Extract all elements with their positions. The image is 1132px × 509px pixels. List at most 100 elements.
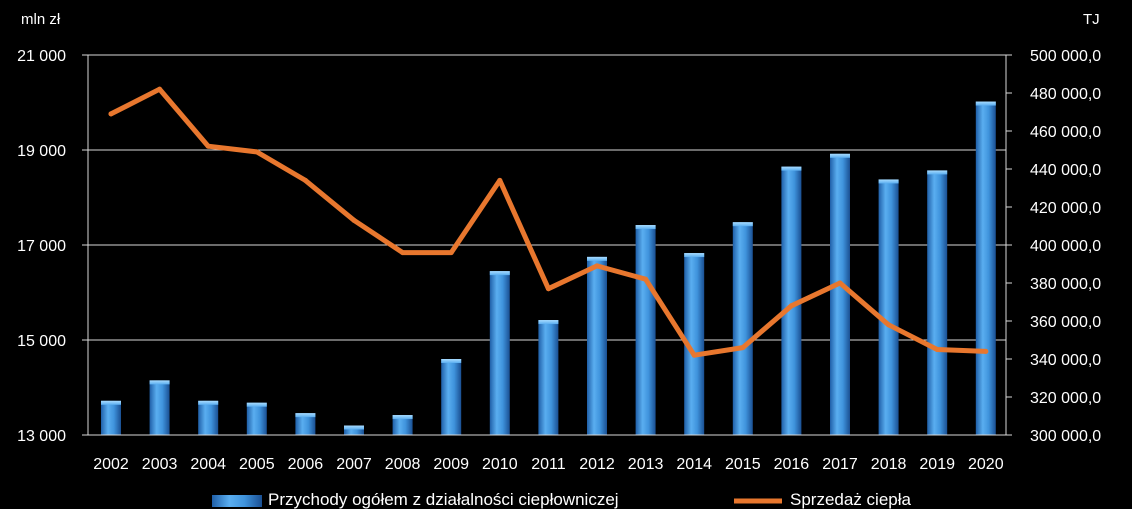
x-axis-tick-label: 2019 xyxy=(919,456,955,473)
bar-top-highlight xyxy=(344,425,364,430)
bar-top-highlight xyxy=(149,380,170,385)
bar-top-highlight xyxy=(101,400,121,405)
bar-top-highlight xyxy=(781,166,802,171)
bar xyxy=(635,225,656,435)
bar xyxy=(392,415,413,435)
line-point xyxy=(302,177,308,183)
bar-top-highlight xyxy=(975,101,996,106)
left-axis-tick-label: 15 000 xyxy=(17,333,66,350)
right-axis-tick-label: 340 000,0 xyxy=(1030,352,1101,369)
x-axis-tick-label: 2006 xyxy=(288,456,324,473)
bar xyxy=(198,400,219,435)
bar-top-highlight xyxy=(830,153,850,158)
right-axis-tick-label: 400 000,0 xyxy=(1030,238,1101,255)
x-axis-tick-label: 2008 xyxy=(385,456,421,473)
bar xyxy=(732,222,753,435)
x-axis-tick-label: 2020 xyxy=(968,456,1004,473)
bar-top-highlight xyxy=(927,170,948,175)
bar-top-highlight xyxy=(489,271,510,276)
line-point xyxy=(205,143,211,149)
x-axis-tick-label: 2015 xyxy=(725,456,761,473)
right-axis-tick-label: 480 000,0 xyxy=(1030,86,1101,103)
line-point xyxy=(934,347,940,352)
line-point xyxy=(691,352,697,358)
line-point xyxy=(157,86,163,92)
bar xyxy=(587,256,607,435)
legend-swatch-bar xyxy=(212,495,262,507)
bar xyxy=(684,253,705,435)
line-point xyxy=(400,250,406,256)
left-axis-tick-label: 21 000 xyxy=(17,48,66,65)
x-axis-tick-label: 2017 xyxy=(822,456,858,473)
line-point xyxy=(448,250,454,256)
x-axis-tick-label: 2012 xyxy=(579,456,615,473)
x-axis-tick-label: 2007 xyxy=(336,456,372,473)
line-point xyxy=(545,286,551,292)
right-axis-tick-label: 420 000,0 xyxy=(1030,200,1101,217)
x-axis-tick-label: 2004 xyxy=(190,456,226,473)
x-axis-tick-label: 2016 xyxy=(774,456,810,473)
right-axis-unit-label: TJ xyxy=(1083,11,1100,28)
bar-top-highlight xyxy=(392,415,413,420)
right-axis-tick-label: 460 000,0 xyxy=(1030,124,1101,141)
bar xyxy=(830,153,850,436)
bar xyxy=(295,413,316,435)
bar xyxy=(781,166,802,435)
line-series-path xyxy=(108,86,989,358)
right-axis-tick-label: 440 000,0 xyxy=(1030,162,1101,179)
x-axis-tick-label: 2014 xyxy=(676,456,712,473)
right-axis-tick-label: 360 000,0 xyxy=(1030,314,1101,331)
left-axis-unit-label: mln zł xyxy=(21,11,61,28)
right-axis-tick-label: 380 000,0 xyxy=(1030,276,1101,293)
x-axis-tick-label: 2005 xyxy=(239,456,275,473)
x-axis-tick-label: 2018 xyxy=(871,456,907,473)
bar xyxy=(538,320,559,435)
x-axis-tick-label: 2011 xyxy=(531,456,566,473)
bar xyxy=(246,402,267,435)
x-axis-tick-label: 2013 xyxy=(628,456,664,473)
line-point xyxy=(788,303,794,309)
bar-top-highlight xyxy=(635,225,656,230)
bar-top-highlight xyxy=(246,402,267,407)
bar-top-highlight xyxy=(295,413,316,418)
line-point xyxy=(108,111,114,117)
bar-top-highlight xyxy=(587,256,607,261)
legend: Przychody ogółem z działalności ciepłown… xyxy=(212,490,912,509)
x-axis-tick-label: 2010 xyxy=(482,456,518,473)
line-point xyxy=(351,217,357,223)
left-axis-tick-label: 17 000 xyxy=(17,238,66,255)
bar xyxy=(975,101,996,436)
line-point xyxy=(740,345,746,351)
bar xyxy=(441,359,462,435)
axes: 13 000 15 000 17 000 19 000 21 000 300 000,0 3… xyxy=(17,11,1101,473)
bar-top-highlight xyxy=(684,253,705,258)
bar-top-highlight xyxy=(878,179,899,184)
bar xyxy=(344,425,364,435)
right-axis-tick-label: 320 000,0 xyxy=(1030,390,1101,407)
bar xyxy=(489,271,510,435)
bar xyxy=(101,400,121,435)
bar xyxy=(149,380,170,435)
line-point xyxy=(497,177,503,183)
bar-top-highlight xyxy=(732,222,753,227)
left-axis-tick-label: 19 000 xyxy=(17,143,66,160)
x-axis-tick-label: 2009 xyxy=(433,456,469,473)
line-point xyxy=(643,276,649,282)
x-axis-tick-label: 2003 xyxy=(142,456,178,473)
right-axis-tick-label: 300 000,0 xyxy=(1030,428,1101,445)
legend-label-bar: Przychody ogółem z działalności ciepłown… xyxy=(268,490,619,509)
bar xyxy=(878,179,899,435)
x-axis-tick-label: 2002 xyxy=(93,456,129,473)
right-axis-tick-label: 500 000,0 xyxy=(1030,48,1101,65)
line-point xyxy=(594,263,600,269)
bar-top-highlight xyxy=(538,320,559,325)
left-axis-tick-label: 13 000 xyxy=(17,428,66,445)
line-point xyxy=(254,149,260,155)
line-point xyxy=(837,280,843,286)
legend-label-line: Sprzedaż ciepła xyxy=(790,490,912,509)
bar xyxy=(927,170,948,436)
line-point xyxy=(983,348,989,354)
bar-top-highlight xyxy=(441,359,462,363)
line-point xyxy=(886,322,892,328)
